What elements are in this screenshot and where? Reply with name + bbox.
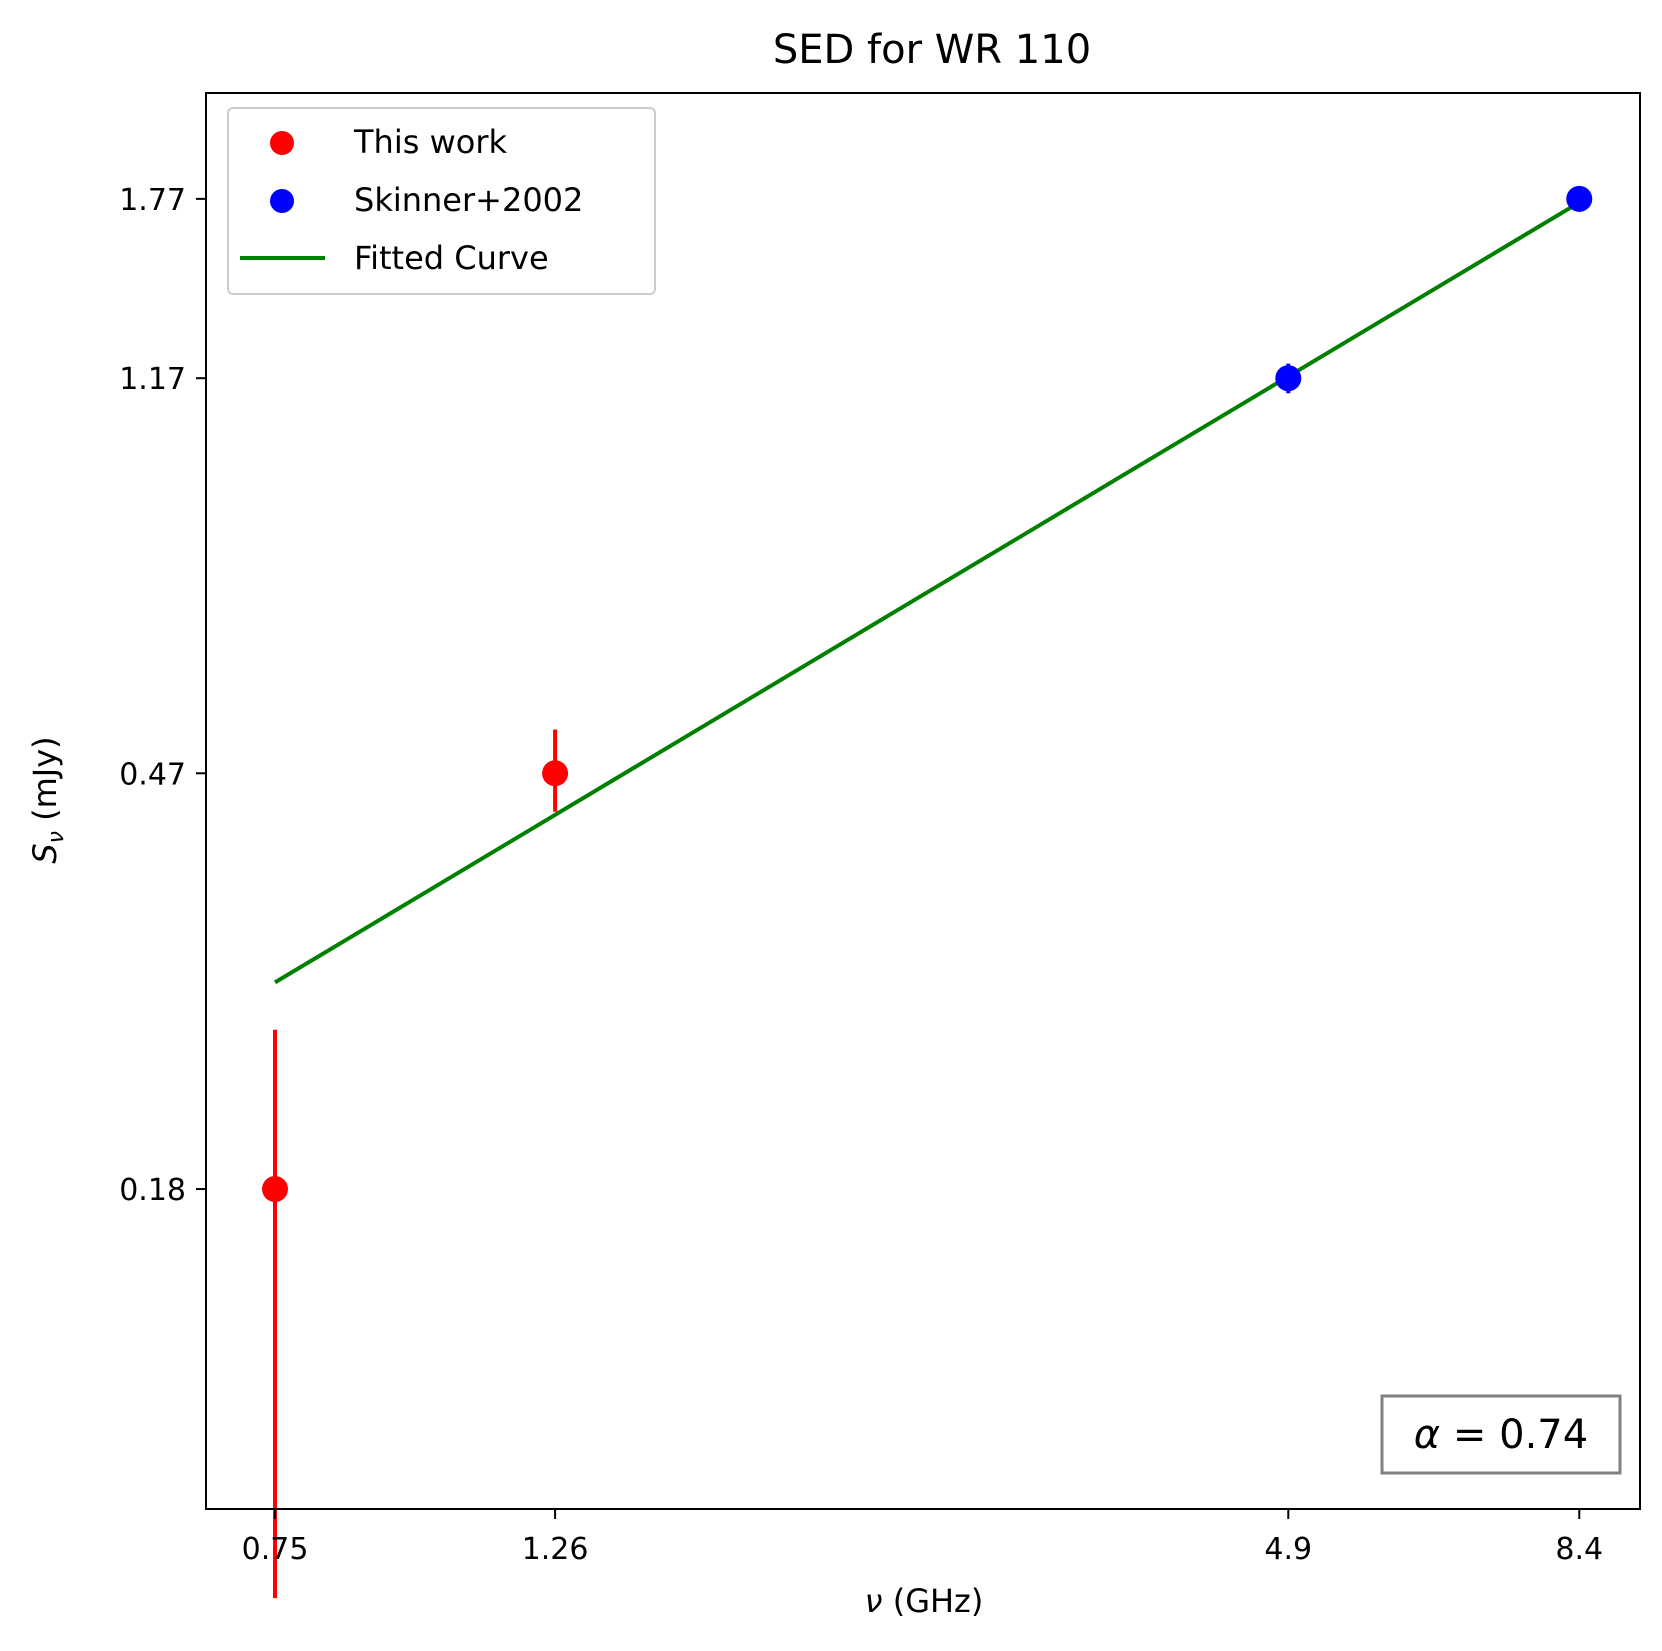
data-point-s1-p1 [1566, 185, 1593, 212]
alpha-symbol: α [1414, 1412, 1440, 1458]
legend-label-this-work: This work [353, 123, 507, 161]
annotation-frame [1380, 1394, 1622, 1475]
x-tick-label-1: 1.26 [522, 1532, 589, 1567]
alpha-annotation: α = 0.74 [1380, 1394, 1622, 1475]
x-axis-ticks: 0.75 1.26 4.9 8.4 [242, 1509, 1603, 1567]
y-axis-unit: (mJy) [26, 736, 64, 831]
legend-frame [227, 107, 656, 295]
x-tick-label-2: 4.9 [1264, 1532, 1312, 1567]
y-axis-symbol: S [26, 843, 64, 863]
x-tick-label-3: 8.4 [1555, 1532, 1603, 1567]
legend-label-fitted-curve: Fitted Curve [354, 239, 549, 277]
alpha-value: = 0.74 [1440, 1412, 1588, 1458]
annotation-text: α = 0.74 [1414, 1412, 1588, 1458]
x-axis-label: ν (GHz) [865, 1582, 984, 1620]
x-axis-symbol: ν [865, 1582, 883, 1620]
data-point-s1-p0 [1275, 365, 1302, 392]
legend: This work Skinner+2002 Fitted Curve [227, 107, 656, 295]
y-tick-label-2: 1.17 [119, 362, 186, 397]
plot-frame [205, 92, 1641, 1510]
y-tick-label-0: 0.18 [119, 1173, 186, 1208]
y-axis-ticks: 0.18 0.47 1.17 1.77 [119, 183, 206, 1208]
legend-marker-skinner-2002 [270, 189, 294, 213]
legend-marker-this-work [270, 131, 294, 155]
data-point-s0-p1 [542, 760, 569, 787]
x-tick-label-0: 0.75 [242, 1532, 309, 1567]
y-tick-label-3: 1.77 [119, 183, 186, 218]
y-axis-subscript: ν [44, 831, 69, 843]
x-axis-unit: (GHz) [883, 1582, 984, 1620]
y-axis-label: Sν (mJy) [26, 736, 69, 863]
data-point-s0-p0 [262, 1176, 289, 1203]
fitted-curve-line [273, 204, 1574, 985]
legend-label-skinner-2002: Skinner+2002 [354, 181, 583, 219]
plot-area [262, 185, 1593, 1599]
y-tick-label-1: 0.47 [119, 757, 186, 792]
chart-title: SED for WR 110 [773, 27, 1091, 73]
